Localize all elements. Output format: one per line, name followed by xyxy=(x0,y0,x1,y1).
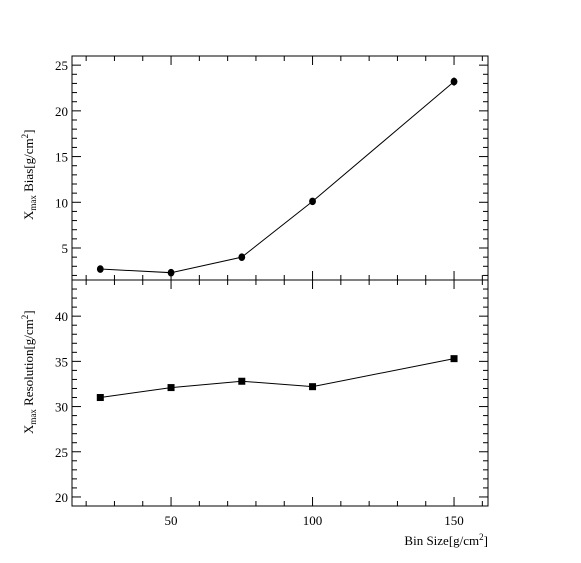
bias-y-tick-labels: 5 10 15 20 25 xyxy=(55,58,68,256)
bias-series xyxy=(96,77,458,277)
x-axis-title: Bin Size[g/cm2] xyxy=(404,532,488,548)
resolution-ylabel-rest: Resolution[g/cm xyxy=(21,319,36,409)
resolution-series xyxy=(96,355,458,402)
bias-y-tick-label: 10 xyxy=(55,195,68,210)
resolution-y-tick-label: 40 xyxy=(55,309,68,324)
bias-ylabel-sub: max xyxy=(28,195,38,211)
bias-data-point xyxy=(238,253,246,261)
resolution-y-tick-label: 25 xyxy=(55,445,68,460)
bias-ylabel-sup: 2 xyxy=(20,134,30,139)
bias-y-tick-label: 5 xyxy=(62,241,69,256)
bias-ylabel-close: ] xyxy=(21,130,36,134)
resolution-ylabel-sub: max xyxy=(28,409,38,425)
x-tick-label: 100 xyxy=(303,513,323,528)
resolution-y-axis-title: Xmax Resolution[g/cm2] xyxy=(20,310,38,434)
resolution-ylabel-main: X xyxy=(21,424,36,434)
resolution-ylabel-sup: 2 xyxy=(20,315,30,320)
resolution-ylabel-close: ] xyxy=(21,310,36,314)
resolution-tick-labels: 20 25 30 35 40 50 100 150 xyxy=(55,309,464,528)
bias-y-tick-label: 25 xyxy=(55,58,68,73)
bias-data-point xyxy=(450,77,458,86)
bias-ylabel-main: X xyxy=(21,210,36,220)
resolution-y-tick-label: 35 xyxy=(55,354,68,369)
bias-data-point xyxy=(309,197,316,206)
resolution-data-point xyxy=(309,383,317,391)
bias-series-line xyxy=(100,81,455,274)
bias-data-point xyxy=(96,265,104,273)
bias-ylabel-rest: Bias[g/cm xyxy=(21,138,36,195)
bias-y-axis-title: Xmax Bias[g/cm2] xyxy=(20,130,38,220)
resolution-y-tick-label: 20 xyxy=(55,490,68,505)
resolution-axis-ticks xyxy=(72,279,488,507)
resolution-plot-frame xyxy=(71,279,489,507)
xlabel-main: Bin Size[g/cm xyxy=(404,533,479,548)
bias-data-point xyxy=(167,268,175,277)
x-tick-label: 50 xyxy=(165,513,178,528)
resolution-data-point xyxy=(96,394,104,402)
bias-axis-ticks xyxy=(72,55,488,280)
resolution-data-point xyxy=(167,384,175,392)
bias-panel: 5 10 15 20 25 Xmax Bias[g/cm2] xyxy=(20,55,489,281)
xlabel-close: ] xyxy=(484,533,488,548)
bias-y-tick-label: 20 xyxy=(55,104,68,119)
resolution-data-point xyxy=(238,377,246,385)
bias-y-tick-label: 15 xyxy=(55,150,68,165)
resolution-y-tick-label: 30 xyxy=(55,400,68,415)
bias-plot-frame xyxy=(71,55,489,281)
resolution-series-line xyxy=(100,358,455,399)
x-tick-label: 150 xyxy=(444,513,464,528)
resolution-data-point xyxy=(450,355,458,363)
xlabel-sup: 2 xyxy=(479,532,484,542)
